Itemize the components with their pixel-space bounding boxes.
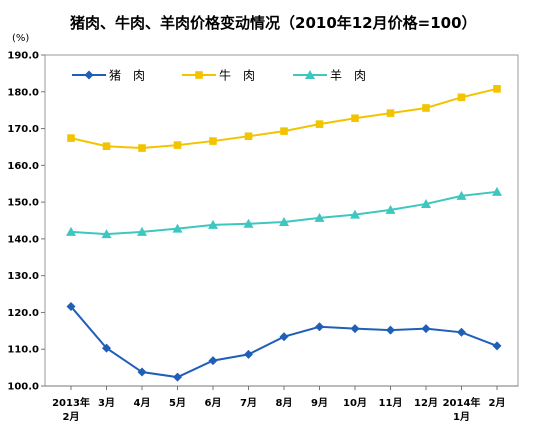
data-point: [385, 204, 396, 214]
x-tick-label: 6月: [205, 397, 222, 409]
data-point: [208, 356, 218, 366]
data-point: [66, 226, 76, 236]
data-point: [173, 372, 182, 382]
x-tick-label: 3月: [98, 397, 115, 409]
series-line: [70, 87, 498, 150]
y-tick-label: 190.0: [7, 51, 39, 62]
series-line: [70, 305, 498, 379]
x-tick-label: 7月: [240, 397, 257, 409]
data-point: [492, 186, 502, 196]
data-point: [492, 341, 502, 351]
x-tick-label: 2月: [489, 397, 506, 409]
data-point: [279, 332, 289, 342]
x-tick-label: 8月: [276, 397, 293, 409]
x-tick-label: 2014年: [443, 396, 481, 409]
data-point: [279, 216, 289, 226]
y-tick-label: 150.0: [7, 198, 39, 209]
y-tick-label: 110.0: [7, 345, 39, 356]
y-axis-ticks: 100.0 110.0 120.0 130.0 140.0 150.0 160.0 170.0…: [7, 51, 45, 393]
data-point: [67, 134, 75, 142]
x-tick-label: 1月: [453, 411, 470, 423]
data-point: [386, 109, 395, 117]
data-point: [244, 132, 253, 141]
data-point: [172, 223, 183, 233]
data-point: [350, 209, 360, 219]
y-tick-label: 170.0: [7, 124, 39, 135]
x-tick-label: 11月: [379, 397, 403, 409]
data-point: [209, 137, 217, 145]
data-point: [137, 367, 147, 377]
x-tick-label: 5月: [169, 397, 186, 409]
data-point: [208, 219, 218, 229]
data-point: [421, 198, 431, 208]
data-point: [422, 104, 430, 112]
data-point: [315, 322, 324, 332]
y-tick-label: 140.0: [7, 234, 39, 245]
series-group: [66, 85, 502, 382]
data-point: [137, 226, 147, 236]
legend: 猪 肉牛 肉羊 肉: [72, 68, 366, 83]
x-tick-label: 9月: [311, 397, 328, 409]
x-tick-label: 2013年: [52, 396, 90, 409]
data-point: [138, 144, 146, 152]
x-tick-label: 12月: [414, 397, 438, 409]
data-point: [102, 343, 111, 353]
y-tick-label: 100.0: [7, 382, 39, 393]
legend-marker: [195, 71, 203, 79]
data-point: [421, 324, 431, 334]
y-tick-label: 160.0: [7, 161, 39, 172]
data-point: [66, 302, 76, 312]
series-line: [70, 190, 498, 236]
legend-label: 羊 肉: [330, 68, 366, 83]
chart-title: 猪肉、牛肉、羊肉价格变动情况（2010年12月价格=100）: [69, 14, 477, 32]
legend-label: 牛 肉: [219, 68, 255, 83]
data-point: [456, 190, 467, 200]
y-tick-label: 180.0: [7, 87, 39, 98]
data-point: [350, 324, 360, 334]
data-point: [493, 85, 501, 93]
data-point: [457, 93, 466, 102]
data-point: [102, 142, 111, 151]
data-point: [386, 325, 395, 335]
data-point: [351, 114, 359, 123]
legend-marker: [305, 70, 315, 79]
data-point: [244, 349, 253, 359]
y-tick-label: 130.0: [7, 271, 39, 282]
data-point: [101, 229, 112, 239]
legend-marker: [84, 70, 94, 80]
data-point: [315, 120, 324, 128]
x-tick-label: 10月: [343, 397, 367, 409]
data-point: [173, 141, 182, 149]
x-axis-ticks: 2013年 2月 3月 4月 5月 6月 7月 8月 9月 10月 11月 12月 2014年 1月 2月: [52, 386, 505, 423]
data-point: [243, 218, 254, 228]
legend-label: 猪 肉: [109, 69, 145, 83]
x-tick-label: 4月: [134, 397, 151, 409]
data-point: [457, 327, 466, 337]
data-point: [280, 127, 288, 135]
y-axis-unit: (%): [12, 33, 29, 44]
y-tick-label: 120.0: [7, 308, 39, 319]
data-point: [314, 212, 325, 222]
x-tick-label: 2月: [63, 411, 80, 423]
